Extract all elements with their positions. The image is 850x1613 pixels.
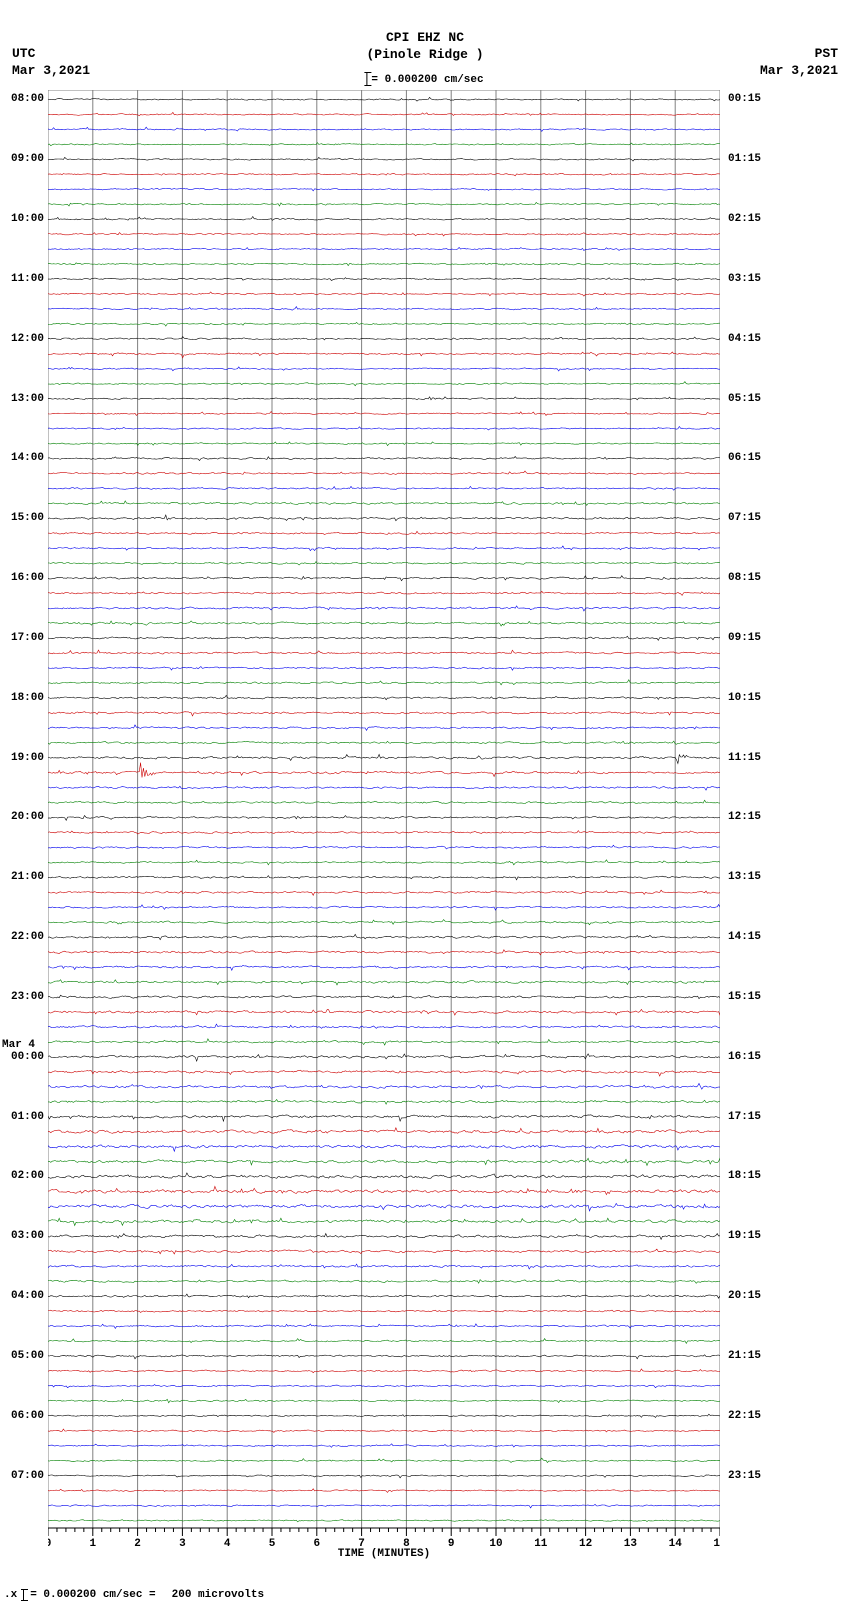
pst-label: 18:15: [728, 1170, 761, 1182]
seismogram-svg: 0123456789101112131415: [48, 90, 720, 1548]
pst-hour-labels: 00:15 01:15 02:15 03:15 04:15 05:15 06:15 07:15…: [724, 90, 850, 1548]
pst-label: 09:15: [728, 632, 761, 644]
utc-label: 15:00: [11, 512, 44, 524]
utc-label: 04:00: [11, 1290, 44, 1302]
svg-text:9: 9: [448, 1538, 455, 1548]
x-axis-title: TIME (MINUTES): [48, 1548, 720, 1560]
utc-label: 00:00: [11, 1051, 44, 1063]
svg-text:5: 5: [269, 1538, 276, 1548]
seismogram-header: CPI EHZ NC (Pinole Ridge ): [0, 30, 850, 64]
pst-label: 08:15: [728, 572, 761, 584]
pst-label: 10:15: [728, 692, 761, 704]
utc-label: 02:00: [11, 1170, 44, 1182]
pst-label: 07:15: [728, 512, 761, 524]
station-code: CPI EHZ NC: [0, 30, 850, 47]
svg-text:15: 15: [713, 1538, 720, 1548]
pst-label: 19:15: [728, 1230, 761, 1242]
svg-text:11: 11: [534, 1538, 548, 1548]
utc-label: 06:00: [11, 1410, 44, 1422]
footer-scale-text2: 200 microvolts: [172, 1589, 264, 1601]
pst-label: 14:15: [728, 931, 761, 943]
amplitude-scale: = 0.000200 cm/sec: [366, 72, 483, 86]
svg-text:2: 2: [134, 1538, 141, 1548]
utc-label: 18:00: [11, 692, 44, 704]
seismogram-plot: 0123456789101112131415: [48, 90, 720, 1548]
pst-label: 16:15: [728, 1051, 761, 1063]
footer-scale: .x = 0.000200 cm/sec = 200 microvolts: [4, 1589, 264, 1601]
utc-label: 17:00: [11, 632, 44, 644]
station-location: (Pinole Ridge ): [0, 47, 850, 64]
pst-label: 03:15: [728, 273, 761, 285]
svg-text:8: 8: [403, 1538, 410, 1548]
date-rollover-mark: Mar 4: [2, 1039, 35, 1051]
timezone-right: PST Mar 3,2021: [760, 46, 838, 80]
timezone-left: UTC Mar 3,2021: [12, 46, 90, 80]
utc-label: 14:00: [11, 452, 44, 464]
utc-label: 13:00: [11, 393, 44, 405]
pst-label: 17:15: [728, 1111, 761, 1123]
utc-label: 07:00: [11, 1470, 44, 1482]
svg-text:0: 0: [48, 1538, 51, 1548]
pst-label: 23:15: [728, 1470, 761, 1482]
svg-text:10: 10: [489, 1538, 502, 1548]
pst-label: 04:15: [728, 333, 761, 345]
pst-label: 06:15: [728, 452, 761, 464]
utc-label: 08:00: [11, 93, 44, 105]
tz-right-date: Mar 3,2021: [760, 63, 838, 80]
footer-scale-prefix: .x: [4, 1589, 17, 1601]
utc-label: 12:00: [11, 333, 44, 345]
pst-label: 05:15: [728, 393, 761, 405]
utc-label: 23:00: [11, 991, 44, 1003]
utc-label: 16:00: [11, 572, 44, 584]
svg-text:3: 3: [179, 1538, 186, 1548]
utc-label: 20:00: [11, 811, 44, 823]
svg-text:7: 7: [358, 1538, 365, 1548]
tz-right-label: PST: [760, 46, 838, 63]
pst-label: 15:15: [728, 991, 761, 1003]
utc-label: 01:00: [11, 1111, 44, 1123]
svg-text:13: 13: [624, 1538, 638, 1548]
footer-scale-text1: = 0.000200 cm/sec =: [30, 1589, 155, 1601]
pst-label: 02:15: [728, 213, 761, 225]
svg-text:4: 4: [224, 1538, 231, 1548]
utc-label: 03:00: [11, 1230, 44, 1242]
utc-label: 11:00: [11, 273, 44, 285]
pst-label: 21:15: [728, 1350, 761, 1362]
svg-text:1: 1: [89, 1538, 96, 1548]
utc-label: 10:00: [11, 213, 44, 225]
utc-label: 21:00: [11, 871, 44, 883]
utc-label: 22:00: [11, 931, 44, 943]
svg-text:14: 14: [669, 1538, 683, 1548]
tz-left-label: UTC: [12, 46, 90, 63]
tz-left-date: Mar 3,2021: [12, 63, 90, 80]
utc-label: 19:00: [11, 752, 44, 764]
svg-text:12: 12: [579, 1538, 592, 1548]
utc-hour-labels: 08:00 09:00 10:00 11:00 12:00 13:00 14:00 15:00…: [0, 90, 46, 1548]
utc-label: 09:00: [11, 153, 44, 165]
pst-label: 00:15: [728, 93, 761, 105]
svg-text:6: 6: [313, 1538, 320, 1548]
pst-label: 01:15: [728, 153, 761, 165]
utc-label: 05:00: [11, 1350, 44, 1362]
pst-label: 12:15: [728, 811, 761, 823]
pst-label: 22:15: [728, 1410, 761, 1422]
pst-label: 20:15: [728, 1290, 761, 1302]
pst-label: 13:15: [728, 871, 761, 883]
scale-text: = 0.000200 cm/sec: [371, 74, 483, 86]
pst-label: 11:15: [728, 752, 761, 764]
